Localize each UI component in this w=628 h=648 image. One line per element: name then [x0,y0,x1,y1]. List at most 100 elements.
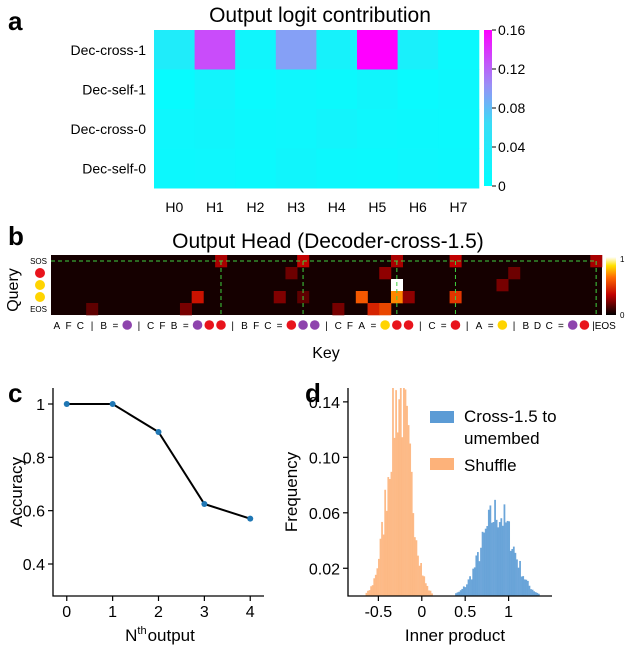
y-tick-label: 0.8 [23,450,45,467]
heatmap-cell [316,69,358,110]
histogram-bar-shuffle [388,479,391,596]
panel-c-xlabel: Nthoutput [125,625,195,645]
panel-a-title: Output logit contribution [209,4,431,27]
panel-b-colorbar-max: 1 [620,255,625,264]
heatmap-cell [154,148,196,189]
key-dot-red [450,320,461,330]
panel-c-xlabel-n: N [125,626,137,645]
panel-c-axes [52,388,264,597]
heatmap-cell [194,148,236,189]
heatmap-cell [235,109,277,149]
attention-cell [508,267,521,280]
histogram-bar-cross [487,509,490,596]
histogram-bar-cross [455,593,457,596]
histogram-bar-cross [492,521,495,596]
histogram-bar-cross [533,591,536,596]
histogram-bar-shuffle [381,521,383,596]
column-label: H0 [165,199,183,215]
heatmap-cell [438,148,480,189]
histogram-bar-cross [464,587,467,596]
key-dot-red [403,320,414,330]
histogram-bar-shuffle [431,593,433,596]
panel-label-b: b [8,221,24,251]
key-dot-purple [122,320,133,330]
column-label: H3 [287,199,305,215]
column-label: H4 [328,199,346,215]
row-label: Dec-self-1 [82,81,146,97]
row-label: Dec-cross-1 [71,42,147,58]
panel-c-ylabel: Accuracy [7,457,26,527]
key-label: | [513,321,516,332]
histogram-bar-cross [537,593,540,596]
histogram-bar-cross [522,576,525,596]
key-label: = [183,321,189,332]
histogram-bar-cross [514,552,517,596]
heatmap-cell [154,109,196,149]
legend-swatch-shuffle [430,458,454,470]
key-dot-purple [298,320,308,330]
histogram-bar-shuffle [428,590,430,596]
histogram-bar-cross [509,550,512,596]
column-label: H7 [450,199,468,215]
key-label: | [91,321,94,332]
attention-cell [379,303,392,316]
heatmap-cell [438,69,480,110]
histogram-bar-shuffle [396,432,399,596]
panel-a-colorbar [484,30,492,186]
colorbar-tick-label: 0 [498,178,506,194]
histogram-bar-cross [523,579,526,596]
panel-d-histogram: d -0.5 0 0.5 1 0.02 0.06 0.10 0.14 Frequency In… [282,378,557,645]
histogram-bar-shuffle [387,477,390,596]
heatmap-cell [275,148,317,189]
key-dot-red [204,320,215,330]
column-label: H6 [409,199,427,215]
key-label: | [138,321,141,332]
heatmap-cell [357,30,399,70]
accuracy-point [247,515,254,522]
key-label: C [264,321,271,332]
key-dot-yellow [380,320,390,330]
histogram-bar-cross [462,586,465,596]
histogram-bar-cross [511,549,514,596]
key-label: C [77,321,84,332]
panel-label-c: c [8,378,22,408]
histogram-bar-cross [525,579,528,596]
panel-b-attention-map: b Output Head (Decoder-cross-1.5) SOS EOS… [5,221,625,362]
histogram-bar-shuffle [410,471,413,596]
key-dot-red [579,320,590,330]
histogram-bar-cross [519,560,521,596]
histogram-bar-shuffle [365,592,368,596]
histogram-bar-cross [486,526,489,596]
histogram-bar-cross [491,522,493,596]
histogram-bar-shuffle [379,538,382,596]
panel-b-xlabel: Key [312,345,340,362]
key-label: D [534,321,541,332]
histogram-bar-shuffle [399,388,402,596]
histogram-bar-shuffle [404,389,407,596]
y-tick-label: 0.6 [23,504,45,521]
heatmap-cell [235,69,277,110]
panel-b-title: Output Head (Decoder-cross-1.5) [172,230,484,253]
heatmap-cell [275,109,317,149]
histogram-bar-shuffle [368,590,371,596]
key-label: | [231,321,234,332]
histogram-bar-shuffle [398,399,401,596]
histogram-bar-shuffle [373,578,376,596]
histogram-bar-cross [506,520,509,596]
y-tick-label: 0.06 [309,506,340,523]
histogram-bar-shuffle [378,558,380,596]
histogram-bar-cross [498,522,501,596]
histogram-bar-shuffle [401,437,404,596]
heatmap-cell [438,109,480,149]
histogram-bar-shuffle [376,568,379,596]
heatmap-cell [357,148,399,189]
query-dot-yellow [35,292,45,302]
histogram-bar-shuffle [385,510,388,596]
attention-cell [273,291,286,304]
key-label: F [66,321,72,332]
histogram-bar-cross [520,576,523,596]
y-tick-label: 0.10 [309,450,340,467]
histogram-bar-cross [501,525,504,596]
panel-a-heatmap: a Output logit contribution Dec-cross-1 D… [8,4,525,215]
